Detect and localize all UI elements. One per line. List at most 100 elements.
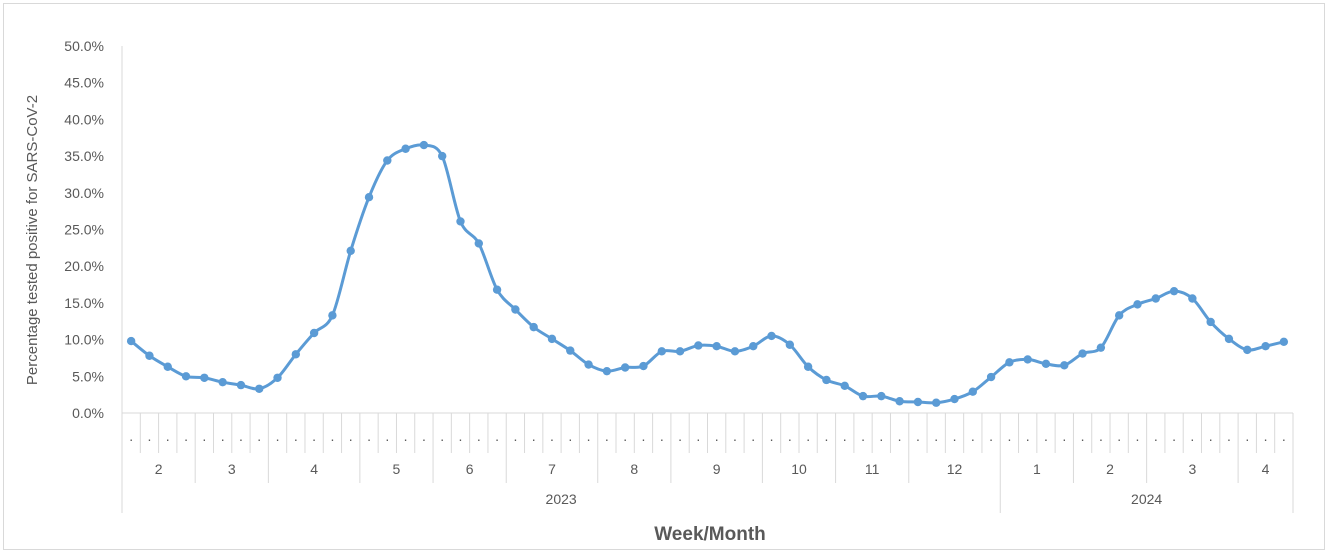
week-tick-label: . <box>202 428 206 444</box>
week-tick-label: . <box>1154 428 1158 444</box>
week-tick-label: . <box>587 428 591 444</box>
data-point <box>1078 349 1087 358</box>
week-tick-label: . <box>696 428 700 444</box>
week-tick-label: . <box>751 428 755 444</box>
y-tick-label: 30.0% <box>64 185 104 201</box>
data-point <box>1041 359 1051 369</box>
data-point <box>950 394 959 404</box>
data-point <box>126 336 136 346</box>
month-label: 3 <box>228 461 236 477</box>
week-tick-label: . <box>385 428 389 444</box>
y-tick-label: 40.0% <box>64 111 104 127</box>
month-label: 4 <box>1262 461 1270 477</box>
month-label: 4 <box>310 461 318 477</box>
data-point <box>273 373 282 382</box>
week-tick-label: . <box>1099 428 1103 444</box>
week-tick-label: . <box>605 428 609 444</box>
data-point <box>1224 334 1234 344</box>
week-tick-label: . <box>550 428 554 444</box>
week-tick-label: . <box>477 428 481 444</box>
y-tick-label: 45.0% <box>64 75 104 91</box>
y-axis: 0.0% 5.0% 10.0% 15.0% 20.0% 25.0% 30.0% 35.0% 40… <box>64 38 123 421</box>
week-tick-label: . <box>1026 428 1030 444</box>
month-label: 9 <box>713 461 721 477</box>
month-label: 11 <box>865 461 880 477</box>
week-tick-label: . <box>495 428 499 444</box>
chart-frame <box>3 3 1325 550</box>
data-point <box>1279 337 1289 346</box>
y-tick-label: 50.0% <box>64 38 104 54</box>
week-tick-label: . <box>1081 428 1085 444</box>
week-tick-label: . <box>934 428 938 444</box>
month-label: 3 <box>1188 461 1196 477</box>
week-tick-label: . <box>1245 428 1249 444</box>
week-tick-label: . <box>770 428 774 444</box>
week-tick-label: . <box>678 428 682 444</box>
data-point <box>291 350 301 359</box>
data-point <box>712 342 721 351</box>
week-tick-label: . <box>513 428 517 444</box>
y-tick-label: 20.0% <box>64 258 104 274</box>
week-tick-label: . <box>642 428 646 444</box>
week-tick-label: . <box>715 428 719 444</box>
data-point <box>803 362 813 371</box>
x-axis-title: Week/Month <box>654 524 766 545</box>
y-tick-label: 25.0% <box>64 222 104 238</box>
week-tick-label: . <box>148 428 152 444</box>
month-label: 2 <box>155 461 163 477</box>
data-point <box>584 360 593 369</box>
month-label: 6 <box>466 461 474 477</box>
week-tick-label: . <box>166 428 170 444</box>
y-tick-label: 0.0% <box>72 405 104 421</box>
data-point <box>328 311 337 320</box>
month-label: 8 <box>630 461 638 477</box>
data-point <box>566 346 575 355</box>
data-point <box>657 347 666 356</box>
data-point <box>694 341 703 350</box>
y-tick-label: 5.0% <box>72 368 104 384</box>
data-point <box>1243 345 1252 355</box>
series-line <box>129 143 1286 405</box>
week-tick-label: . <box>422 428 426 444</box>
data-point <box>1060 361 1069 370</box>
y-tick-label: 35.0% <box>64 148 104 164</box>
data-point <box>1151 294 1160 303</box>
data-point <box>877 391 886 401</box>
week-tick-label: . <box>861 428 865 444</box>
data-point <box>639 361 648 371</box>
week-tick-label: . <box>1190 428 1194 444</box>
week-tick-label: . <box>843 428 847 444</box>
data-point <box>913 397 923 407</box>
data-point <box>474 239 483 248</box>
data-point <box>675 347 685 356</box>
data-point <box>1261 342 1270 351</box>
data-point <box>456 217 465 226</box>
data-point <box>822 375 831 385</box>
data-point <box>309 328 319 338</box>
data-point <box>1114 311 1124 320</box>
data-point <box>1206 317 1215 327</box>
week-tick-label: . <box>1172 428 1176 444</box>
week-tick-label: . <box>1117 428 1121 444</box>
data-point <box>438 151 447 161</box>
y-tick-label: 10.0% <box>64 332 104 348</box>
month-label: 12 <box>947 461 963 477</box>
series-positivity <box>126 140 1289 407</box>
week-tick-label: . <box>1044 428 1048 444</box>
week-tick-label: . <box>733 428 737 444</box>
week-tick-label: . <box>824 428 828 444</box>
year-label: 2024 <box>1131 491 1162 507</box>
data-point <box>1005 358 1014 367</box>
data-point <box>1169 286 1179 296</box>
week-tick-label: . <box>532 428 536 444</box>
data-point <box>968 387 977 396</box>
data-point <box>1133 300 1142 309</box>
year-label: 2023 <box>546 491 577 507</box>
data-point <box>419 140 429 150</box>
data-point <box>218 377 227 387</box>
y-tick-label: 15.0% <box>64 295 104 311</box>
data-point <box>785 340 795 349</box>
data-point <box>1023 355 1032 364</box>
week-tick-label: . <box>330 428 334 444</box>
data-point <box>383 156 392 165</box>
